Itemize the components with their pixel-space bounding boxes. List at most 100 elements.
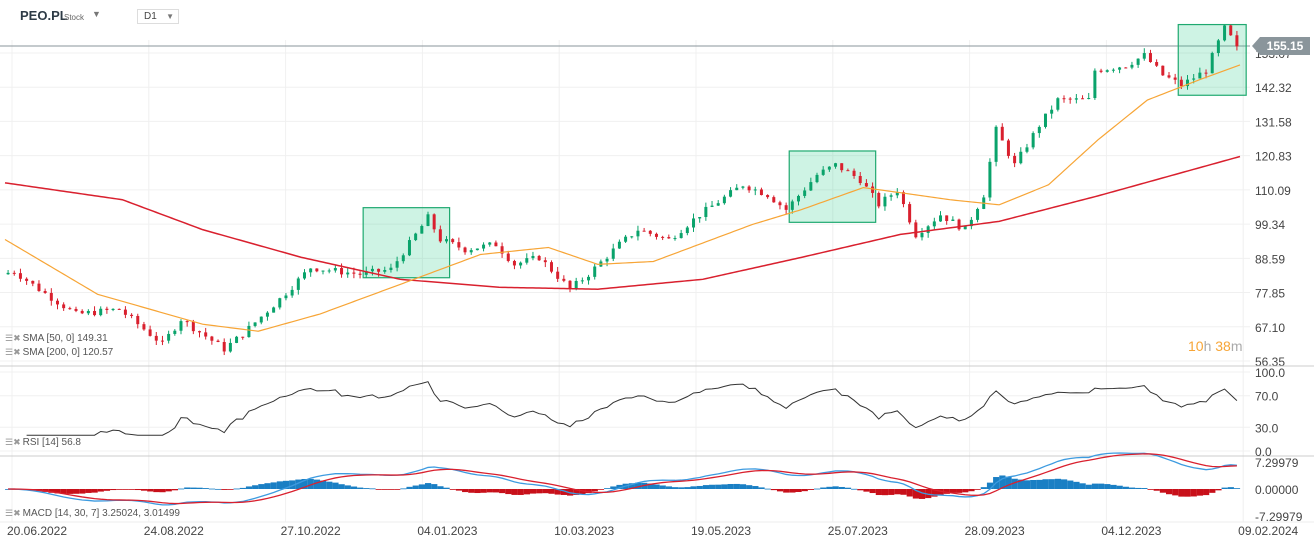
macd-histogram-bar (208, 488, 216, 490)
candle-body (654, 233, 658, 237)
candle-body (216, 340, 220, 343)
macd-histogram-bar (381, 489, 388, 490)
candle-body (877, 192, 881, 207)
candle-body (593, 266, 597, 277)
macd-tick: 7.29979 (1255, 456, 1299, 470)
candle-body (871, 186, 875, 193)
legend-sma50[interactable]: ☰✖ SMA [50, 0] 149.31 (5, 333, 108, 344)
candle-body (12, 272, 16, 274)
macd-histogram-bar (128, 489, 135, 490)
macd-histogram-bar (597, 489, 605, 490)
candle-body (549, 262, 553, 272)
candle-body (55, 300, 59, 305)
macd-histogram-bar (480, 489, 487, 493)
macd-histogram-bar (536, 489, 543, 494)
macd-histogram-bar (832, 486, 839, 489)
legend-rsi[interactable]: ☰✖ RSI [14] 56.8 (5, 437, 81, 448)
macd-histogram-bar (1098, 483, 1105, 489)
candle-body (469, 250, 473, 253)
candle-body (741, 186, 745, 188)
macd-histogram-bar (1067, 480, 1074, 489)
macd-histogram-bar (523, 489, 530, 495)
candle-body (1179, 79, 1183, 87)
symbol-label[interactable]: PEO.PL (20, 8, 68, 23)
macd-histogram-bar (245, 486, 253, 489)
candle-body (920, 232, 924, 238)
date-tick: 20.06.2022 (7, 524, 67, 538)
macd-histogram-bar (73, 489, 80, 494)
settings-icon[interactable]: ☰✖ (5, 437, 21, 447)
candle-body (247, 325, 251, 338)
date-tick: 04.12.2023 (1101, 524, 1161, 538)
macd-histogram-bar (628, 483, 635, 489)
macd-histogram-bar (888, 489, 895, 495)
macd-histogram-bar (486, 489, 493, 493)
macd-histogram-bar (1048, 479, 1055, 489)
macd-histogram-bar (190, 487, 197, 489)
candle-body (160, 340, 164, 342)
macd-histogram-bar (270, 482, 277, 489)
rsi-tick: 0.0 (1255, 445, 1272, 459)
settings-icon[interactable]: ☰✖ (5, 508, 21, 518)
macd-histogram-bar (937, 489, 944, 495)
candle-body (932, 221, 936, 227)
macd-histogram-bar (931, 489, 938, 497)
macd-histogram-bar (770, 489, 777, 491)
settings-icon[interactable]: ☰✖ (5, 333, 21, 343)
macd-histogram-bar (1128, 487, 1136, 489)
legend-macd[interactable]: ☰✖ MACD [14, 30, 7] 3.25024, 3.01499 (5, 508, 180, 519)
legend-sma200[interactable]: ☰✖ SMA [200, 0] 120.57 (5, 347, 114, 358)
candle-body (636, 230, 640, 237)
date-tick: 04.01.2023 (417, 524, 477, 538)
macd-histogram-bar (739, 484, 747, 489)
macd-histogram-bar (733, 483, 740, 489)
candle-body (506, 253, 510, 261)
macd-histogram-bar (647, 483, 654, 489)
candle-body (1118, 67, 1122, 70)
candle-body (179, 321, 183, 331)
timeframe-select[interactable]: D1 ▼ (137, 9, 179, 24)
macd-histogram-bar (301, 478, 308, 489)
macd-histogram-bar (1165, 489, 1173, 495)
price-tick: 142.32 (1255, 81, 1292, 95)
macd-histogram-bar (1036, 479, 1043, 489)
candle-body (685, 227, 689, 234)
candle-body (568, 280, 572, 289)
macd-histogram-bar (1005, 476, 1012, 489)
macd-histogram-bar (1221, 487, 1228, 489)
candle-body (228, 342, 232, 352)
highlight-box (788, 150, 877, 223)
settings-icon[interactable]: ☰✖ (5, 347, 21, 357)
macd-histogram-bar (140, 489, 148, 491)
macd-histogram-bar (1209, 489, 1216, 493)
candle-body (488, 242, 492, 245)
candle-body (834, 163, 838, 167)
macd-histogram-bar (548, 489, 555, 494)
candle-body (692, 218, 696, 228)
macd-histogram-bar (91, 489, 98, 493)
candle-body (939, 215, 943, 222)
date-tick: 25.07.2023 (828, 524, 888, 538)
macd-histogram-bar (795, 489, 802, 493)
candle-body (173, 330, 177, 334)
candle-body (18, 273, 22, 279)
macd-histogram-bar (357, 487, 364, 489)
symbol-dropdown-icon[interactable]: ▼ (92, 9, 101, 19)
candle-body (1087, 98, 1091, 100)
candle-body (772, 197, 776, 203)
candle-body (352, 272, 356, 274)
candle-body (661, 236, 665, 238)
candle-body (31, 280, 35, 284)
candle-body (1167, 75, 1171, 78)
candle-body (198, 331, 202, 333)
macd-histogram-bar (999, 475, 1006, 489)
candle-body (1099, 70, 1103, 72)
candle-body (945, 215, 949, 221)
macd-histogram-bar (529, 489, 537, 494)
macd-histogram-bar (443, 487, 450, 489)
macd-histogram-bar (1011, 478, 1018, 489)
macd-histogram-bar (184, 487, 191, 489)
candle-body (698, 217, 702, 219)
macd-histogram-bar (295, 479, 302, 489)
